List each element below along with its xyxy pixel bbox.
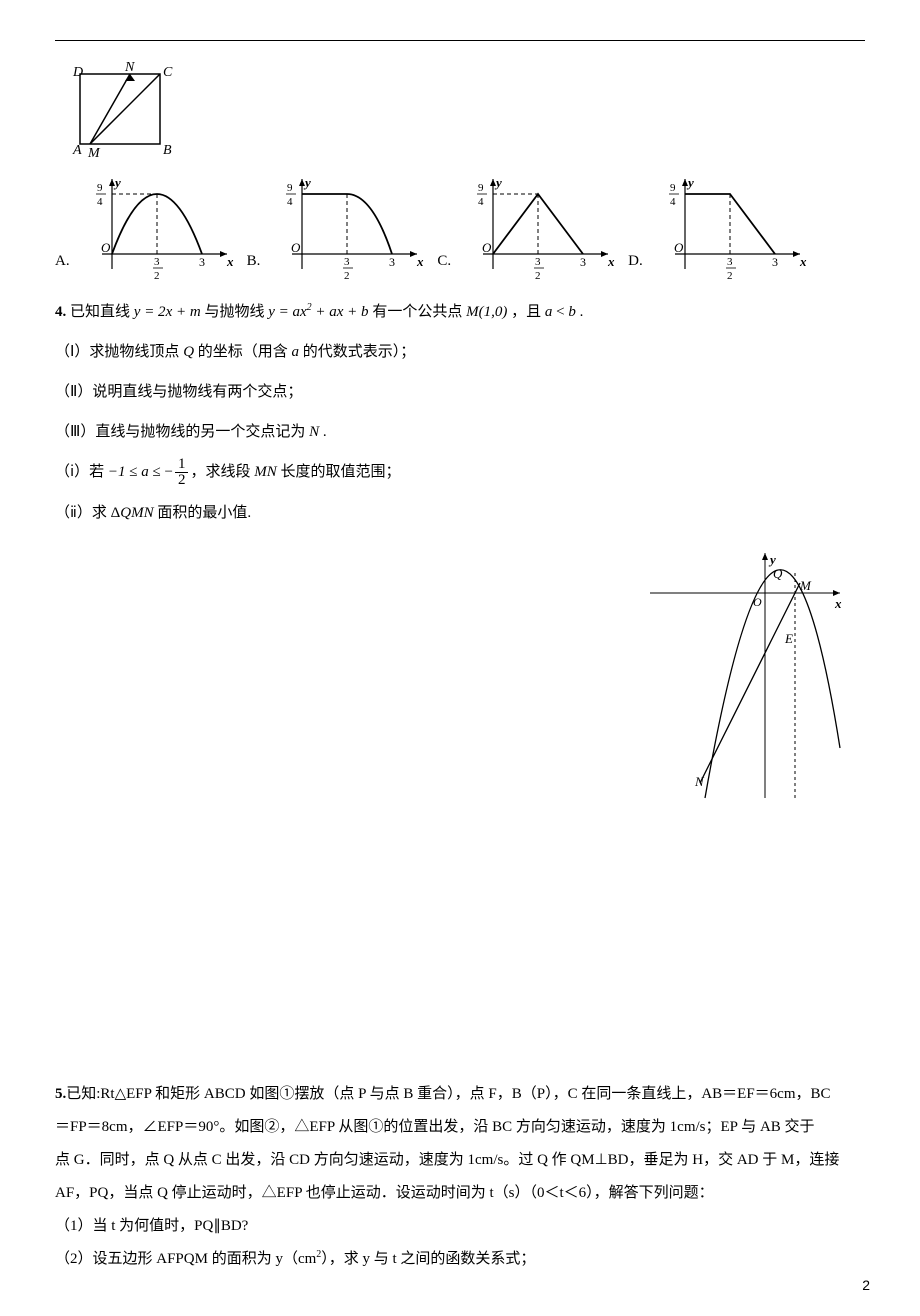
- svg-text:A: A: [72, 143, 82, 158]
- svg-text:3: 3: [535, 256, 541, 268]
- q4-part2: （Ⅱ）说明直线与抛物线有两个交点；: [55, 377, 865, 407]
- option-b: B. O y x 9 4 3 2 3: [247, 169, 428, 279]
- svg-text:2: 2: [154, 270, 160, 279]
- q5-sub1: （1）当 t 为何值时，PQ∥BD?: [55, 1210, 865, 1243]
- svg-text:3: 3: [727, 256, 733, 268]
- svg-text:x: x: [416, 254, 424, 269]
- svg-text:4: 4: [97, 196, 103, 208]
- svg-text:3: 3: [344, 256, 350, 268]
- svg-text:y: y: [686, 175, 694, 190]
- svg-text:Q: Q: [773, 566, 783, 581]
- q4-number: 4.: [55, 304, 66, 320]
- square-diagram: D N C A M B: [65, 59, 865, 159]
- option-a: A. O y x 9 4 3 2 3: [55, 169, 237, 279]
- svg-text:3: 3: [154, 256, 160, 268]
- svg-text:M: M: [799, 578, 812, 593]
- svg-text:O: O: [291, 240, 301, 255]
- svg-text:9: 9: [670, 182, 676, 194]
- q4-part3: （Ⅲ）直线与抛物线的另一个交点记为 N .: [55, 417, 865, 447]
- svg-text:D: D: [72, 65, 83, 80]
- svg-text:x: x: [607, 254, 615, 269]
- q4-stem: 4. 已知直线 y = 2x + m 与抛物线 y = ax2 + ax + b…: [55, 297, 865, 327]
- q4-part1: （Ⅰ）求抛物线顶点 Q 的坐标（用含 a 的代数式表示）；: [55, 337, 865, 367]
- option-d: D. O y x 9 4 3 2 3: [628, 169, 810, 279]
- svg-text:B: B: [163, 143, 172, 158]
- q5-line1: 5.已知:Rt△EFP 和矩形 ABCD 如图①摆放（点 P 与点 B 重合），…: [55, 1078, 865, 1111]
- svg-text:x: x: [834, 596, 842, 611]
- q4-part3ii: （ⅱ）求 ΔQMN 面积的最小值.: [55, 498, 865, 528]
- option-a-label: A.: [55, 248, 70, 279]
- svg-text:4: 4: [287, 196, 293, 208]
- svg-text:E: E: [784, 631, 793, 646]
- svg-text:x: x: [799, 254, 807, 269]
- svg-text:M: M: [87, 146, 101, 159]
- svg-text:N: N: [124, 60, 135, 75]
- q5-line2: ＝FP＝8cm，∠EFP＝90°。如图②，△EFP 从图①的位置出发，沿 BC …: [55, 1111, 865, 1144]
- svg-text:3: 3: [772, 255, 778, 269]
- q4-part3i: （ⅰ）若 −1 ≤ a ≤ −12，求线段 MN 长度的取值范围；: [55, 457, 865, 488]
- svg-text:y: y: [494, 175, 502, 190]
- q5-line4: AF，PQ，当点 Q 停止运动时，△EFP 也停止运动．设运动时间为 t（s）（…: [55, 1177, 865, 1210]
- q5: 5.已知:Rt△EFP 和矩形 ABCD 如图①摆放（点 P 与点 B 重合），…: [55, 1078, 865, 1276]
- q5-sub2: （2）设五边形 AFPQM 的面积为 y（cm2），求 y 与 t 之间的函数关…: [55, 1243, 865, 1276]
- svg-text:3: 3: [199, 255, 205, 269]
- svg-text:2: 2: [535, 270, 541, 279]
- option-c-label: C.: [437, 248, 451, 279]
- q4-figure: y x O Q M E N: [645, 548, 845, 808]
- page-number: 2: [862, 1273, 870, 1298]
- svg-text:3: 3: [580, 255, 586, 269]
- option-b-label: B.: [247, 248, 261, 279]
- svg-text:4: 4: [478, 196, 484, 208]
- svg-text:O: O: [101, 240, 111, 255]
- svg-text:C: C: [163, 65, 173, 80]
- svg-text:O: O: [482, 240, 492, 255]
- svg-text:9: 9: [97, 182, 103, 194]
- options-row: A. O y x 9 4 3 2 3: [55, 169, 865, 279]
- q5-line3: 点 G．同时，点 Q 从点 C 出发，沿 CD 方向匀速运动，速度为 1cm/s…: [55, 1144, 865, 1177]
- q5-number: 5.: [55, 1086, 66, 1102]
- svg-text:O: O: [674, 240, 684, 255]
- svg-text:4: 4: [670, 196, 676, 208]
- svg-text:2: 2: [727, 270, 733, 279]
- svg-text:y: y: [113, 175, 121, 190]
- svg-text:y: y: [303, 175, 311, 190]
- svg-text:3: 3: [389, 255, 395, 269]
- option-d-label: D.: [628, 248, 643, 279]
- svg-text:y: y: [768, 552, 776, 567]
- svg-text:N: N: [694, 774, 705, 789]
- svg-text:9: 9: [478, 182, 484, 194]
- svg-text:O: O: [753, 595, 762, 609]
- svg-text:2: 2: [344, 270, 350, 279]
- svg-text:9: 9: [287, 182, 293, 194]
- option-c: C. O y x 9 4 3 2 3: [437, 169, 618, 279]
- svg-text:x: x: [226, 254, 234, 269]
